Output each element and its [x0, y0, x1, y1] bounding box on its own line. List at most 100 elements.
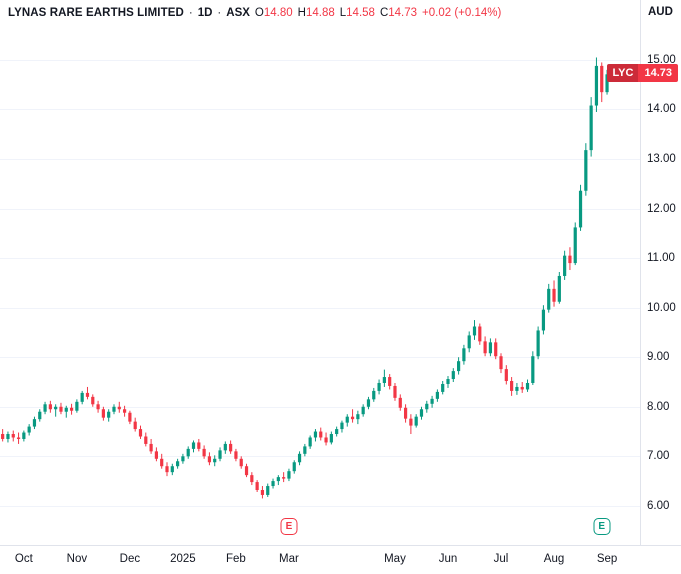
candle: [54, 404, 58, 417]
candle: [563, 250, 567, 280]
candle: [552, 280, 556, 307]
candle: [122, 405, 127, 417]
candle: [388, 374, 392, 390]
candle: [160, 453, 164, 469]
price-axis-label: 11.00: [647, 252, 675, 265]
candle: [80, 390, 84, 405]
candle: [303, 443, 307, 457]
candle: [6, 431, 10, 443]
candle: [149, 438, 153, 454]
candle: [260, 486, 265, 499]
candle: [1, 429, 5, 442]
candle: [282, 472, 286, 483]
candle: [366, 396, 371, 410]
price-axis-label: 7.00: [647, 450, 670, 463]
candle: [520, 381, 524, 393]
price-axis[interactable]: AUD 15.00 14.00 13.00 12.00 11.00 10.00 9.00 8.…: [640, 0, 681, 545]
candle: [510, 377, 514, 396]
candle: [59, 402, 63, 415]
change-value: +0.02 (+0.14%): [422, 7, 502, 19]
time-axis-label-jun: Jun: [438, 553, 458, 565]
candle: [85, 386, 90, 400]
time-axis-label-oct: Oct: [14, 553, 33, 565]
candle: [594, 57, 599, 112]
candle: [165, 462, 169, 477]
candle: [578, 184, 583, 231]
candle: [494, 338, 498, 360]
earnings-marker-icon[interactable]: E: [280, 518, 298, 535]
candle: [22, 430, 26, 442]
exchange-label[interactable]: ASX: [226, 7, 250, 19]
candle: [128, 410, 132, 425]
candle: [207, 452, 212, 466]
candle: [319, 427, 323, 441]
candle: [605, 69, 609, 95]
legend-separator: ·: [217, 7, 222, 19]
candlestick-plot[interactable]: [0, 0, 640, 545]
candle: [403, 404, 408, 423]
candle: [197, 438, 201, 452]
candle: [414, 414, 418, 428]
candle: [451, 368, 455, 382]
candle: [292, 460, 296, 474]
candle: [101, 406, 105, 421]
candle: [377, 379, 381, 395]
candle: [234, 448, 238, 462]
candle: [43, 401, 47, 415]
candle: [69, 403, 74, 415]
candle: [38, 409, 42, 422]
candle: [91, 394, 95, 407]
candle: [472, 320, 477, 340]
candle: [11, 430, 15, 442]
time-axis-label-jul: Jul: [493, 553, 509, 565]
candle: [313, 429, 318, 442]
time-axis-label-dec: Dec: [119, 553, 141, 565]
candle: [133, 417, 137, 432]
candle: [181, 453, 185, 464]
time-axis-label-2025: 2025: [170, 553, 196, 565]
candle: [250, 472, 254, 486]
candle: [154, 447, 159, 462]
candle: [27, 424, 31, 436]
symbol-name[interactable]: LYNAS RARE EARTHS LIMITED: [8, 7, 184, 19]
candle: [308, 435, 312, 449]
price-axis-label: 14.00: [647, 103, 676, 116]
close-value: C14.73: [379, 7, 418, 19]
candle: [191, 440, 196, 453]
time-axis-label-feb: Feb: [226, 553, 246, 565]
high-value: H14.88: [297, 7, 335, 19]
earnings-marker-icon[interactable]: E: [593, 518, 611, 535]
timeframe-label[interactable]: 1D: [197, 7, 213, 19]
symbol-legend: LYNAS RARE EARTHS LIMITED · 1D · ASX O14…: [8, 7, 501, 19]
candle: [223, 441, 227, 454]
candle: [96, 400, 100, 413]
low-value: L14.58: [339, 7, 375, 19]
candle: [430, 395, 434, 408]
candle: [32, 416, 37, 430]
candle: [340, 420, 344, 433]
candle: [557, 272, 561, 304]
candle: [202, 445, 206, 459]
candle: [435, 389, 439, 402]
price-axis-label: 6.00: [647, 499, 670, 512]
candle: [525, 379, 530, 392]
candle: [297, 451, 302, 466]
candle: [229, 440, 233, 454]
legend-separator: ·: [188, 7, 193, 19]
candle: [218, 447, 222, 462]
candle: [361, 404, 365, 417]
candle: [213, 455, 217, 467]
last-price-tag: LYC 14.73: [607, 64, 678, 83]
candle: [499, 353, 503, 374]
candle: [531, 351, 535, 385]
candle: [446, 376, 450, 388]
time-axis-label-nov: Nov: [66, 553, 88, 565]
candle: [488, 338, 493, 357]
candle: [515, 382, 519, 395]
candle: [372, 387, 376, 402]
time-axis[interactable]: Oct Nov Dec 2025 Feb Mar May Jun Jul Aug Sep: [0, 545, 681, 574]
open-value: O14.80: [254, 7, 293, 19]
candle: [478, 323, 482, 345]
